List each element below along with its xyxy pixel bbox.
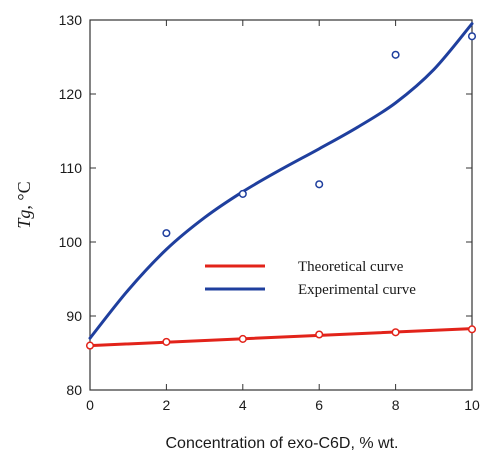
data-point-series-1 (391, 50, 400, 59)
legend: Theoretical curve Experimental curve (205, 259, 416, 298)
y-tick-label: 90 (66, 308, 82, 324)
plot-frame (89, 19, 473, 391)
y-axis-title-variable: Tg (14, 210, 34, 229)
y-axis-title-unit: , °C (14, 181, 34, 209)
y-tick-label: 110 (60, 160, 83, 176)
data-point-series-1 (467, 32, 477, 41)
data-point-series-0 (238, 334, 247, 343)
data-point-series-0 (85, 341, 95, 350)
x-tick-label: 6 (315, 397, 323, 413)
x-tick-label: 0 (86, 397, 94, 413)
data-point-series-0 (315, 330, 324, 339)
legend-label: Theoretical curve (298, 259, 404, 275)
x-tick-label: 8 (392, 397, 400, 413)
data-point-series-1 (315, 180, 324, 189)
y-axis-title: Tg, °C (14, 181, 34, 228)
plot-area: 0 2 4 6 8 10 80 90 100 110 120 130 (59, 12, 480, 413)
y-tick-label: 130 (59, 12, 83, 28)
x-tick-label: 2 (163, 397, 171, 413)
series-line-1 (88, 22, 474, 340)
data-point-series-1 (162, 229, 171, 238)
x-tick-label: 4 (239, 397, 247, 413)
legend-label: Experimental curve (298, 282, 416, 298)
data-point-series-1 (238, 189, 247, 198)
y-tick-label: 120 (59, 86, 83, 102)
x-axis-title: Concentration of exo-C6D, % wt. (166, 435, 399, 452)
data-point-series-0 (162, 337, 171, 346)
x-tick-label: 10 (464, 397, 480, 413)
y-tick-label: 100 (59, 234, 83, 250)
data-point-series-0 (467, 325, 477, 334)
series-line-0 (88, 327, 474, 348)
y-tick-label: 80 (66, 382, 82, 398)
series-layer (85, 22, 477, 350)
data-point-series-0 (391, 328, 400, 337)
